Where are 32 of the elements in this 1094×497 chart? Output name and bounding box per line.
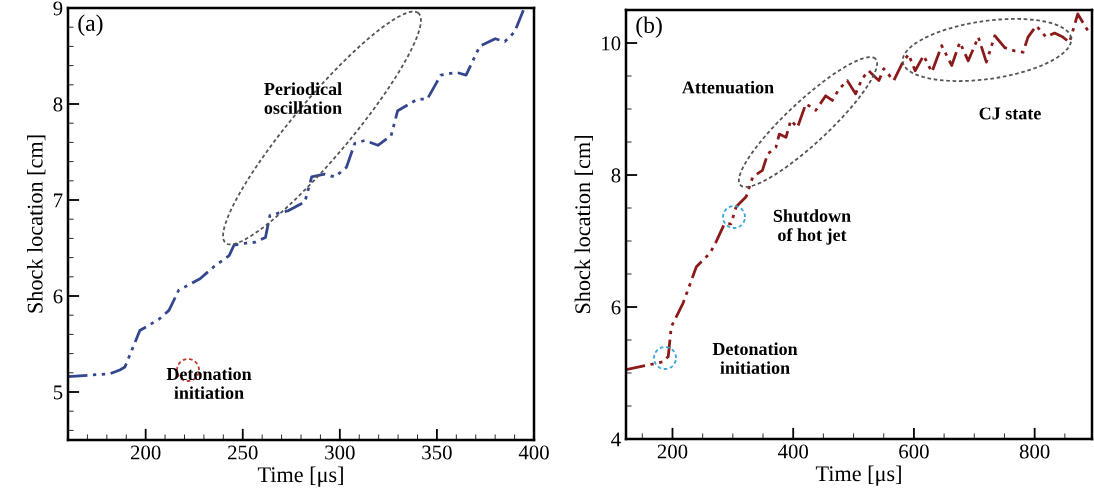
annotation: Detonation initiation — [712, 342, 798, 374]
annotation: Shutdown of hot jet — [773, 209, 851, 245]
annotation: Detonation initiation — [166, 367, 252, 399]
annotation: (b) — [636, 16, 662, 38]
y-tick-label: 6 — [53, 289, 63, 304]
x-tick-label: 400 — [777, 444, 809, 459]
x-axis-title: Time [μs] — [257, 466, 343, 487]
x-tick-label: 350 — [422, 445, 452, 460]
x-tick-label: 200 — [130, 445, 161, 460]
line-series — [626, 12, 1090, 372]
annotation: CJ state — [979, 107, 1041, 120]
y-tick-label: 9 — [53, 1, 63, 16]
y-tick-label: 8 — [611, 168, 621, 183]
x-tick-label: 250 — [228, 445, 258, 460]
x-tick-label: 300 — [325, 445, 355, 460]
x-tick-label: 800 — [1019, 444, 1050, 459]
y-axis-title: Shock location [cm] — [574, 136, 593, 314]
x-tick-label: 600 — [899, 444, 929, 459]
y-tick-label: 5 — [53, 385, 63, 400]
x-tick-label: 400 — [518, 445, 549, 460]
y-tick-label: 4 — [611, 432, 621, 447]
x-axis-title: Time [μs] — [815, 465, 901, 486]
y-tick-label: 6 — [611, 300, 621, 315]
annotation: (a) — [78, 14, 103, 36]
line-series — [68, 8, 526, 379]
y-tick-label: 7 — [54, 193, 63, 208]
x-tick-label: 200 — [657, 444, 688, 459]
y-tick-label: 8 — [53, 97, 63, 112]
y-tick-label: 10 — [602, 36, 621, 51]
annotation: Attenuation — [682, 80, 774, 94]
annotation: Periodical oscillation — [264, 82, 342, 114]
y-axis-title: Shock location [cm] — [27, 135, 46, 313]
